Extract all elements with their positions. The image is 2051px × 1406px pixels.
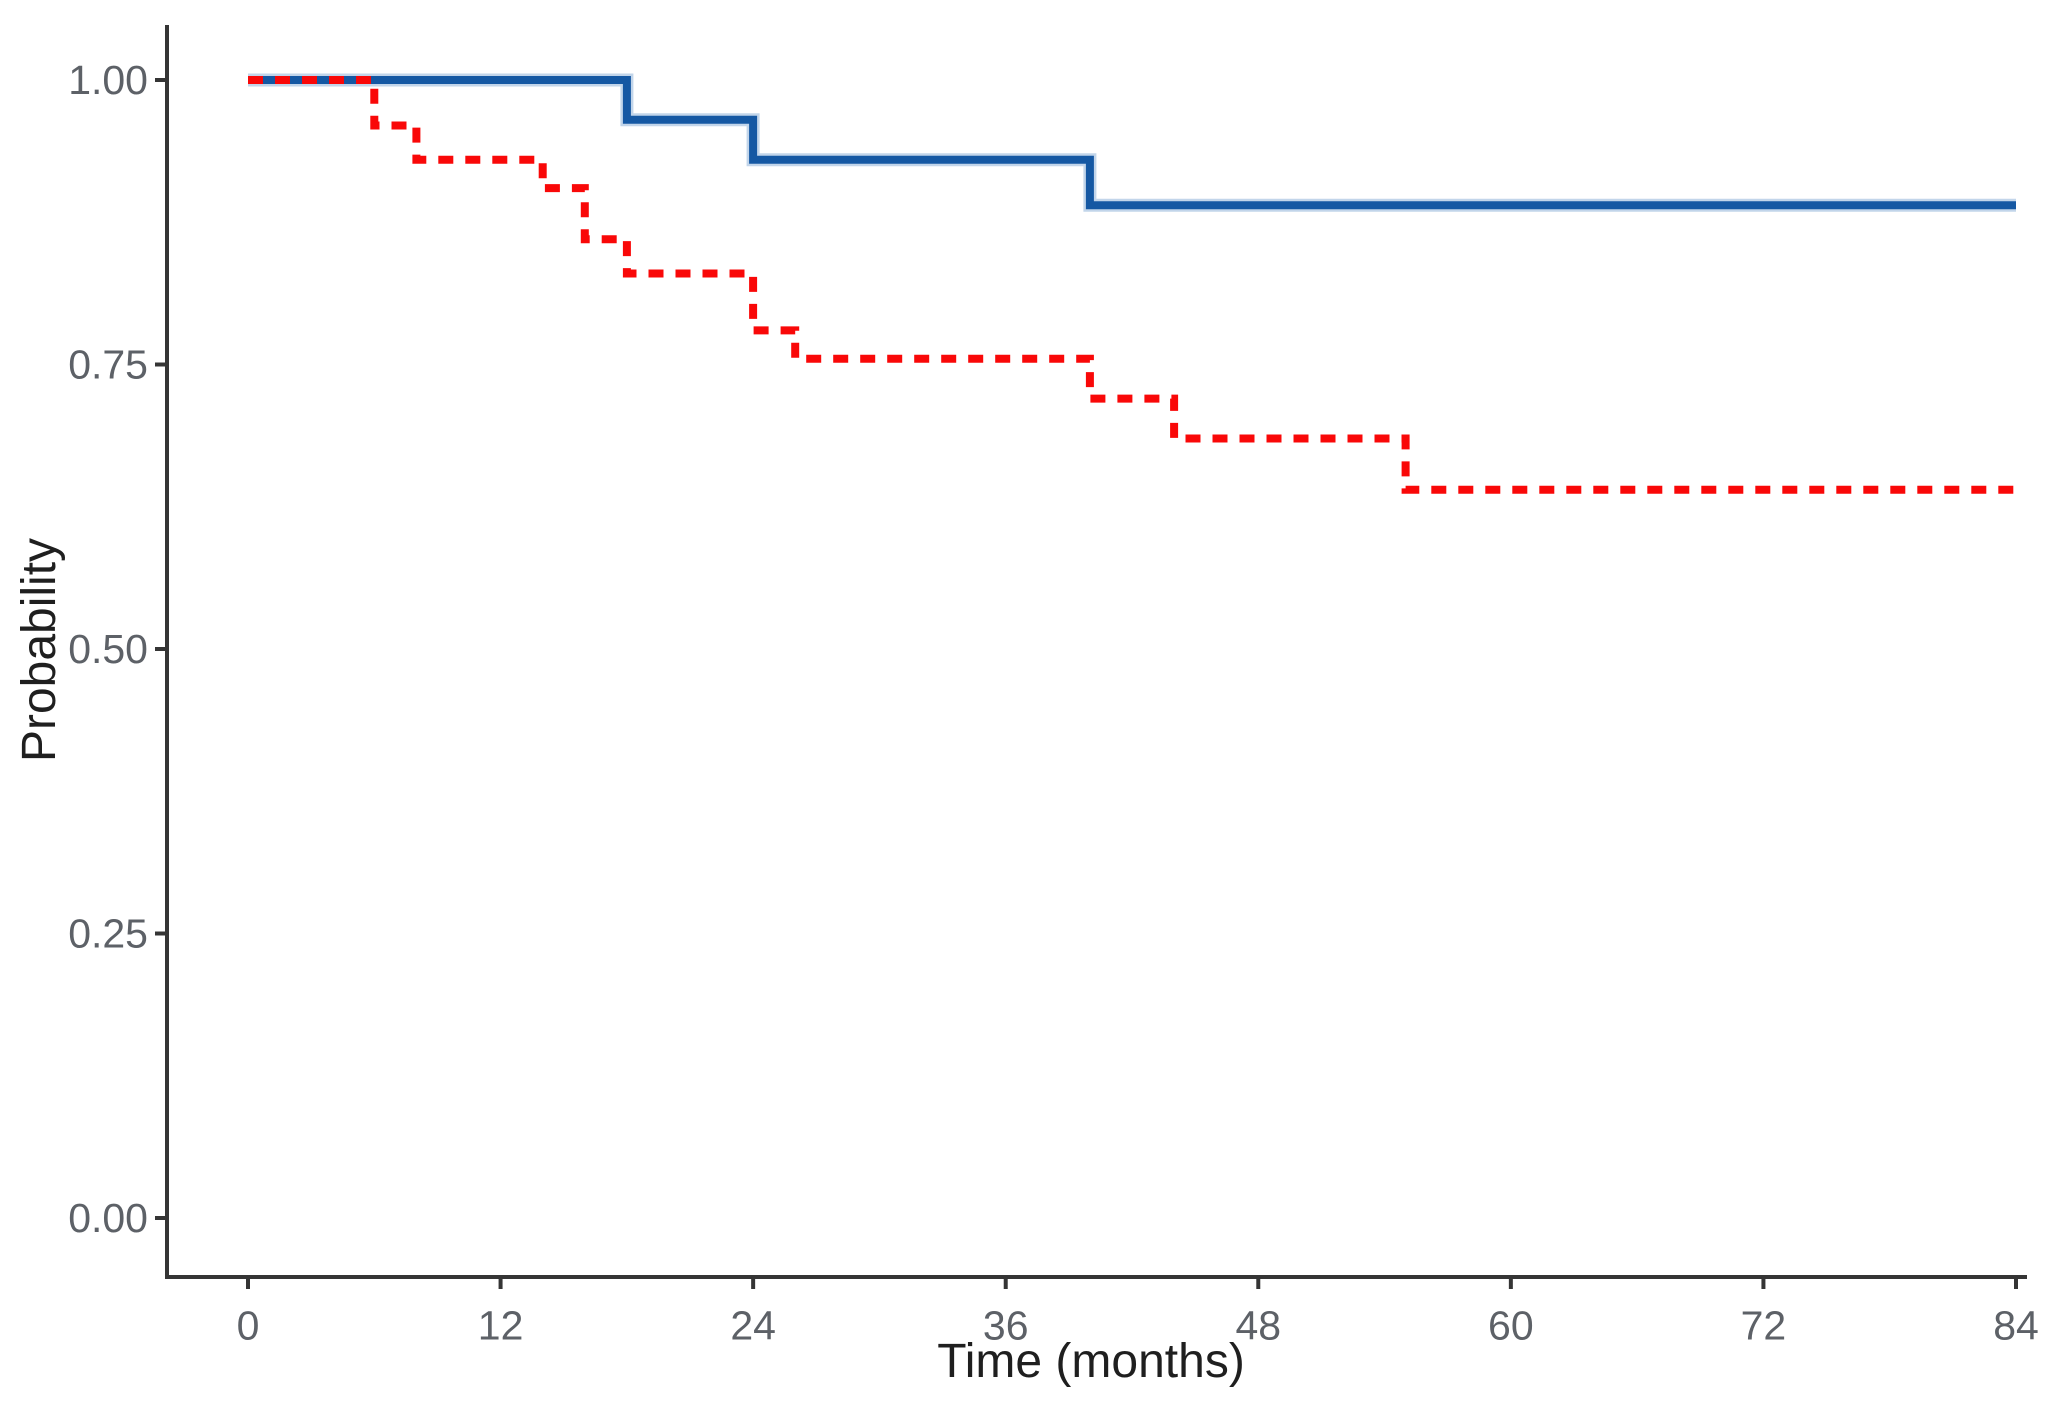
x-tick-label: 72	[1741, 1303, 1787, 1349]
y-tick-label: 0.00	[68, 1195, 148, 1241]
x-tick-label: 12	[478, 1303, 524, 1349]
x-tick-label: 24	[730, 1303, 776, 1349]
axes-layer: 0 12 24 36 48 60 72 84 0.00 0.25 0.50 0.75 1.00	[68, 25, 2039, 1349]
y-tick-label: 0.50	[68, 626, 148, 672]
x-tick-label: 48	[1235, 1303, 1281, 1349]
y-tick-label: 0.75	[68, 342, 148, 388]
y-tick-label: 0.25	[68, 911, 148, 957]
x-tick-label: 0	[237, 1303, 260, 1349]
y-axis-title: Probability	[13, 538, 66, 762]
dashed-red-survival-curve	[248, 76, 2016, 494]
solid-blue-survival-curve-halo	[248, 73, 2016, 212]
x-tick-label: 84	[1993, 1303, 2039, 1349]
y-tick-label: 1.00	[68, 57, 148, 103]
solid-blue-survival-curve	[248, 76, 2016, 210]
x-tick-label: 60	[1488, 1303, 1534, 1349]
x-axis-title: Time (months)	[937, 1335, 1245, 1388]
series-layer	[248, 73, 2016, 494]
x-tick-label: 36	[983, 1303, 1029, 1349]
